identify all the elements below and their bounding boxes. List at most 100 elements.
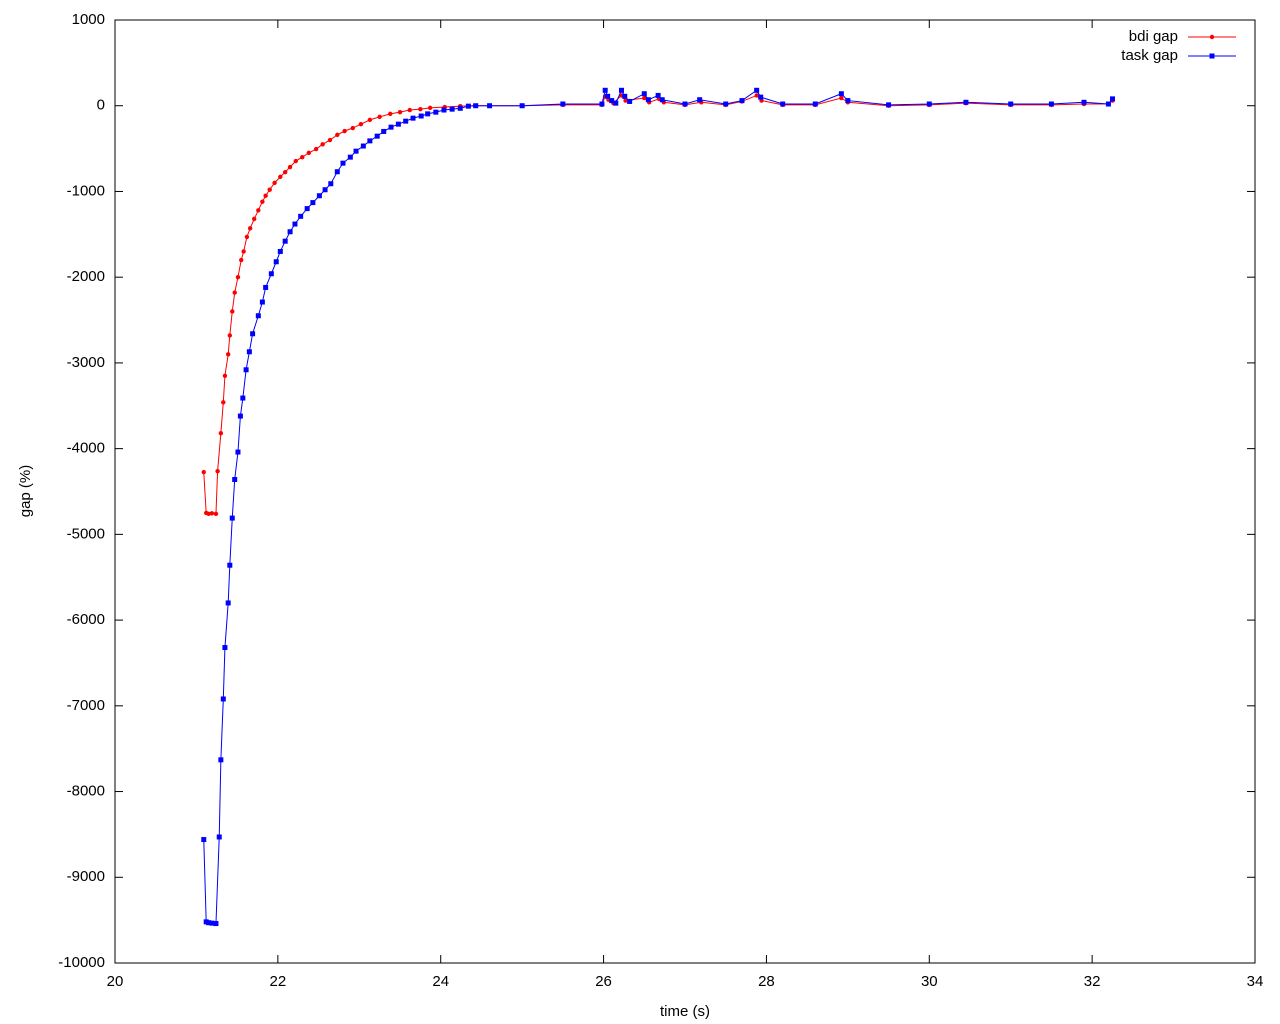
y-tick-label: -5000 [67, 525, 105, 542]
marker [232, 290, 237, 295]
marker [256, 208, 261, 213]
marker [277, 248, 283, 254]
y-axis-label: gap (%) [17, 465, 34, 518]
x-tick-label: 34 [1247, 973, 1264, 990]
marker [225, 352, 231, 357]
marker [618, 87, 624, 93]
marker [682, 101, 688, 107]
marker [213, 921, 219, 927]
marker [1209, 53, 1215, 59]
marker [609, 98, 615, 104]
x-tick-label: 22 [270, 973, 287, 990]
marker [388, 124, 394, 130]
marker [282, 238, 288, 244]
marker [252, 216, 257, 222]
marker [342, 128, 347, 134]
marker [328, 181, 334, 187]
marker [230, 309, 235, 314]
marker [926, 101, 932, 107]
marker [360, 143, 366, 149]
marker [227, 562, 233, 568]
marker [418, 106, 423, 112]
marker [659, 97, 665, 103]
marker [754, 93, 759, 98]
legend-label: bdi gap [1129, 28, 1178, 45]
marker [723, 101, 729, 107]
marker [388, 111, 393, 117]
y-tick-label: -8000 [67, 783, 105, 800]
marker [449, 106, 455, 112]
marker [1110, 96, 1115, 102]
marker [410, 115, 416, 121]
marker [838, 91, 844, 97]
marker [697, 97, 703, 103]
marker [272, 180, 277, 186]
marker [320, 142, 325, 147]
marker [221, 400, 226, 405]
marker [278, 174, 283, 180]
marker [641, 91, 647, 97]
marker [602, 87, 608, 93]
marker [381, 128, 387, 134]
marker [268, 271, 274, 277]
y-tick-label: -6000 [67, 611, 105, 628]
marker [433, 109, 439, 115]
y-tick-label: -1000 [67, 182, 105, 199]
marker [845, 98, 851, 104]
marker [222, 373, 228, 378]
marker [839, 95, 844, 101]
marker [232, 476, 238, 482]
marker [395, 121, 401, 127]
marker [335, 132, 340, 138]
marker [599, 101, 605, 107]
marker [397, 109, 403, 115]
marker [222, 645, 228, 651]
marker [367, 138, 373, 144]
marker [310, 200, 316, 206]
marker [754, 87, 760, 93]
marker [241, 249, 246, 254]
marker [218, 431, 224, 436]
marker [377, 114, 382, 120]
marker [218, 757, 224, 763]
marker [227, 333, 233, 338]
marker [605, 93, 611, 99]
marker [350, 125, 355, 131]
marker [403, 118, 409, 124]
marker [239, 257, 244, 263]
marker [209, 920, 215, 926]
marker [334, 169, 340, 175]
marker [627, 98, 633, 104]
marker [487, 103, 493, 109]
marker [246, 349, 252, 355]
x-tick-label: 30 [921, 973, 938, 990]
marker [645, 97, 651, 103]
marker [235, 274, 241, 280]
marker [963, 99, 969, 105]
marker [300, 154, 305, 160]
x-tick-label: 20 [107, 973, 124, 990]
marker [244, 234, 250, 240]
marker [220, 696, 226, 702]
y-tick-label: 1000 [72, 11, 105, 28]
marker [1209, 34, 1215, 40]
marker [407, 107, 412, 113]
marker [441, 107, 447, 113]
marker [623, 98, 628, 103]
marker [758, 94, 764, 100]
x-tick-label: 28 [758, 973, 775, 990]
marker [250, 331, 256, 337]
marker [282, 169, 288, 175]
marker [1081, 99, 1087, 105]
marker [1105, 101, 1111, 107]
marker [642, 95, 647, 101]
marker [237, 413, 243, 419]
legend-label: task gap [1121, 47, 1178, 64]
marker [267, 187, 272, 192]
marker [655, 92, 661, 98]
marker [622, 93, 628, 99]
y-tick-label: -9000 [67, 868, 105, 885]
marker [739, 98, 745, 104]
marker [313, 146, 319, 152]
y-tick-label: -10000 [58, 954, 105, 971]
